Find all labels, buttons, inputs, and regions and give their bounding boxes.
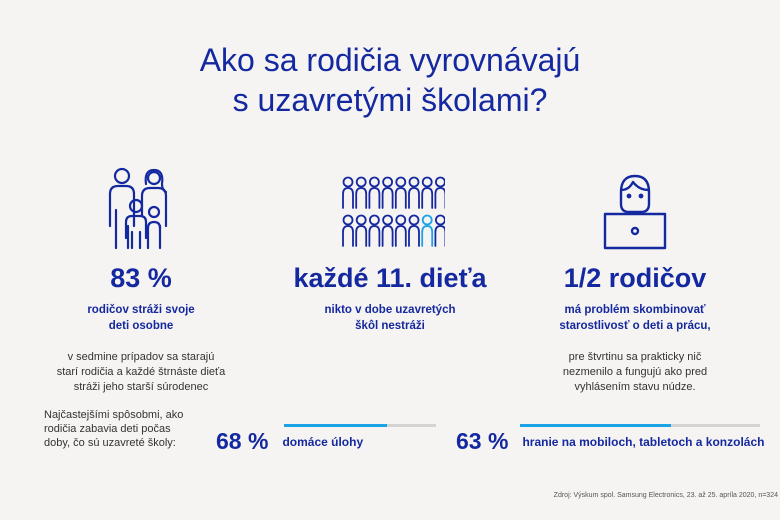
stat-gaming: 63 % hranie na mobiloch, tabletoch a kon…: [456, 428, 764, 455]
child-icon: [355, 176, 368, 209]
stat-subtitle-line-1: rodičov stráži svoje: [87, 304, 195, 316]
child-icon: [421, 176, 434, 209]
stat-homework: 68 % domáce úlohy: [216, 428, 363, 455]
title-line-2: s uzavretými školami?: [232, 82, 548, 118]
stat-subtitle: má problém skombinovať starostlivosť o d…: [515, 302, 755, 334]
child-icon: [434, 214, 445, 247]
child-icon: [434, 176, 445, 209]
gaming-progress-bar: [520, 424, 760, 427]
stat-subtitle: rodičov stráži svoje deti osobne: [21, 302, 261, 334]
stat-note-line-3: stráži jeho starší súrodenec: [73, 381, 209, 393]
homework-progress-bar: [284, 424, 436, 427]
stat-subtitle-line-2: škôl nestráži: [355, 320, 425, 332]
stat-note: v sedmine prípadov sa starajú starí rodi…: [21, 350, 261, 395]
stat-note-line-2: nezmenilo a fungujú ako pred: [562, 366, 708, 378]
stat-percent: 68 %: [216, 428, 269, 454]
homework-progress-fill: [284, 424, 388, 427]
stat-note-line-1: v sedmine prípadov sa starajú: [67, 351, 215, 363]
intro-line-1: Najčastejšími spôsobmi, ako: [44, 409, 184, 421]
stat-big-number: 83 %: [110, 263, 172, 293]
child-icon: [368, 176, 381, 209]
highlighted-child-icon: [421, 214, 434, 247]
stat-big-number: 1/2 rodičov: [563, 263, 707, 293]
stat-subtitle-line-1: nikto v dobe uzavretých: [324, 304, 456, 316]
activities-intro: Najčastejšími spôsobmi, ako rodičia zaba…: [44, 408, 204, 450]
child-icon: [381, 214, 394, 247]
child-icon: [408, 176, 420, 209]
gaming-progress-fill: [520, 424, 672, 427]
stat-column-parents: 83 % rodičov stráži svoje deti osobne v …: [21, 150, 261, 395]
stat-note-line-3: vyhlásením stavu núdze.: [574, 381, 696, 393]
title-line-1: Ako sa rodičia vyrovnávajú: [199, 42, 581, 78]
child-icon: [342, 176, 354, 209]
stat-label: domáce úlohy: [282, 434, 364, 449]
stat-big-number: každé 11. dieťa: [293, 263, 487, 293]
child-icon: [368, 214, 381, 247]
stat-percent: 63 %: [456, 428, 509, 454]
child-icon: [355, 214, 368, 247]
stat-subtitle-line-1: má problém skombinovať: [564, 304, 706, 316]
stat-label: hranie na mobiloch, tabletoch a konzolác…: [522, 434, 765, 449]
stat-column-work: 1/2 rodičov má problém skombinovať staro…: [515, 150, 755, 395]
child-icon: [408, 214, 420, 247]
child-icon: [381, 176, 394, 209]
page-title: Ako sa rodičia vyrovnávajú s uzavretými …: [0, 40, 780, 120]
person-laptop-icon: [603, 174, 667, 250]
source-note: Zdroj: Výskum spol. Samsung Electronics,…: [553, 492, 778, 499]
stat-note: pre štvrtinu sa prakticky nič nezmenilo …: [515, 350, 755, 395]
stat-column-children: každé 11. dieťa nikto v dobe uzavretých …: [270, 150, 510, 334]
stat-note-line-1: pre štvrtinu sa prakticky nič: [568, 351, 702, 363]
stat-note-line-2: starí rodičia a každé štrnáste dieťa: [56, 366, 226, 378]
children-grid-icon: [342, 176, 445, 247]
family-icon: [108, 167, 168, 250]
child-icon: [342, 214, 354, 247]
child-icon: [394, 214, 407, 247]
intro-line-3: doby, čo sú uzavreté školy:: [44, 437, 176, 449]
stat-subtitle-line-2: deti osobne: [108, 320, 174, 332]
stat-subtitle-line-2: starostlivosť o deti a prácu,: [559, 320, 711, 332]
child-icon: [394, 176, 407, 209]
intro-line-2: rodičia zabavia deti počas: [44, 423, 171, 435]
stat-subtitle: nikto v dobe uzavretých škôl nestráži: [270, 302, 510, 334]
